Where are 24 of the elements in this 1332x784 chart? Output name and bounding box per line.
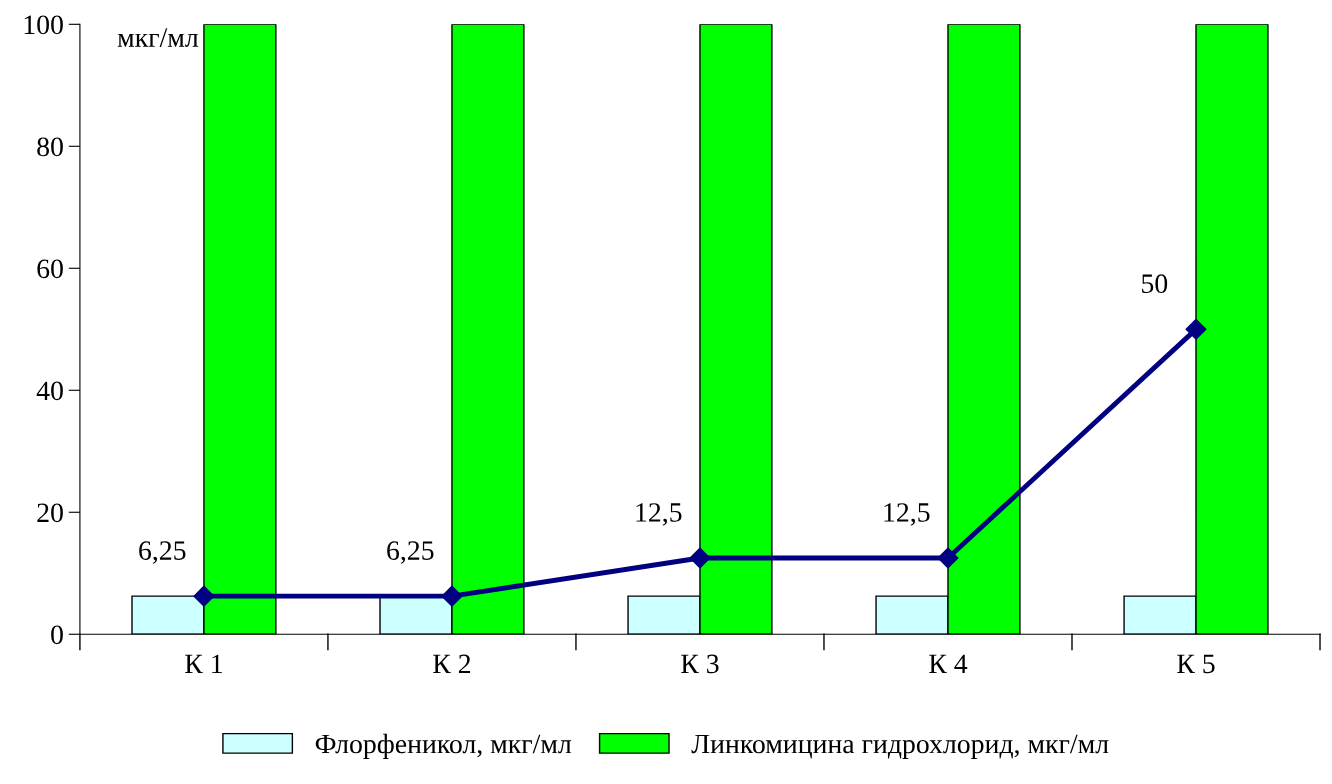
data-label: 12,5 [884, 503, 930, 526]
y-tick-label: 20 [37, 503, 63, 523]
y-tick-label: 100 [24, 15, 63, 35]
data-label: 50 [1142, 274, 1168, 294]
point [441, 585, 463, 607]
y-tick-label: 80 [37, 137, 63, 157]
legend-label: Линкомицина гидрохлорид, мкг/мл [691, 734, 1109, 759]
point [1185, 318, 1207, 340]
x-tick-label: К 5 [1177, 654, 1215, 674]
point [193, 585, 215, 607]
y-tick-label: 60 [37, 259, 63, 279]
point [689, 547, 711, 569]
annotation: мкг/мл [117, 28, 199, 47]
x-tick-label: К 2 [433, 654, 471, 673]
legend-label: Флорфеникол, мкг/мл [315, 733, 572, 759]
y-tick-label: 40 [36, 381, 63, 401]
x-tick-label: К 1 [185, 654, 222, 673]
x-tick-label: К 3 [681, 654, 719, 674]
data-label: 6,25 [139, 541, 186, 564]
y-tick-label: 0 [51, 625, 63, 645]
data-label: 12,5 [636, 503, 682, 526]
point [937, 547, 959, 569]
x-tick-label: К 4 [929, 654, 968, 673]
data-label: 6,25 [387, 541, 434, 564]
